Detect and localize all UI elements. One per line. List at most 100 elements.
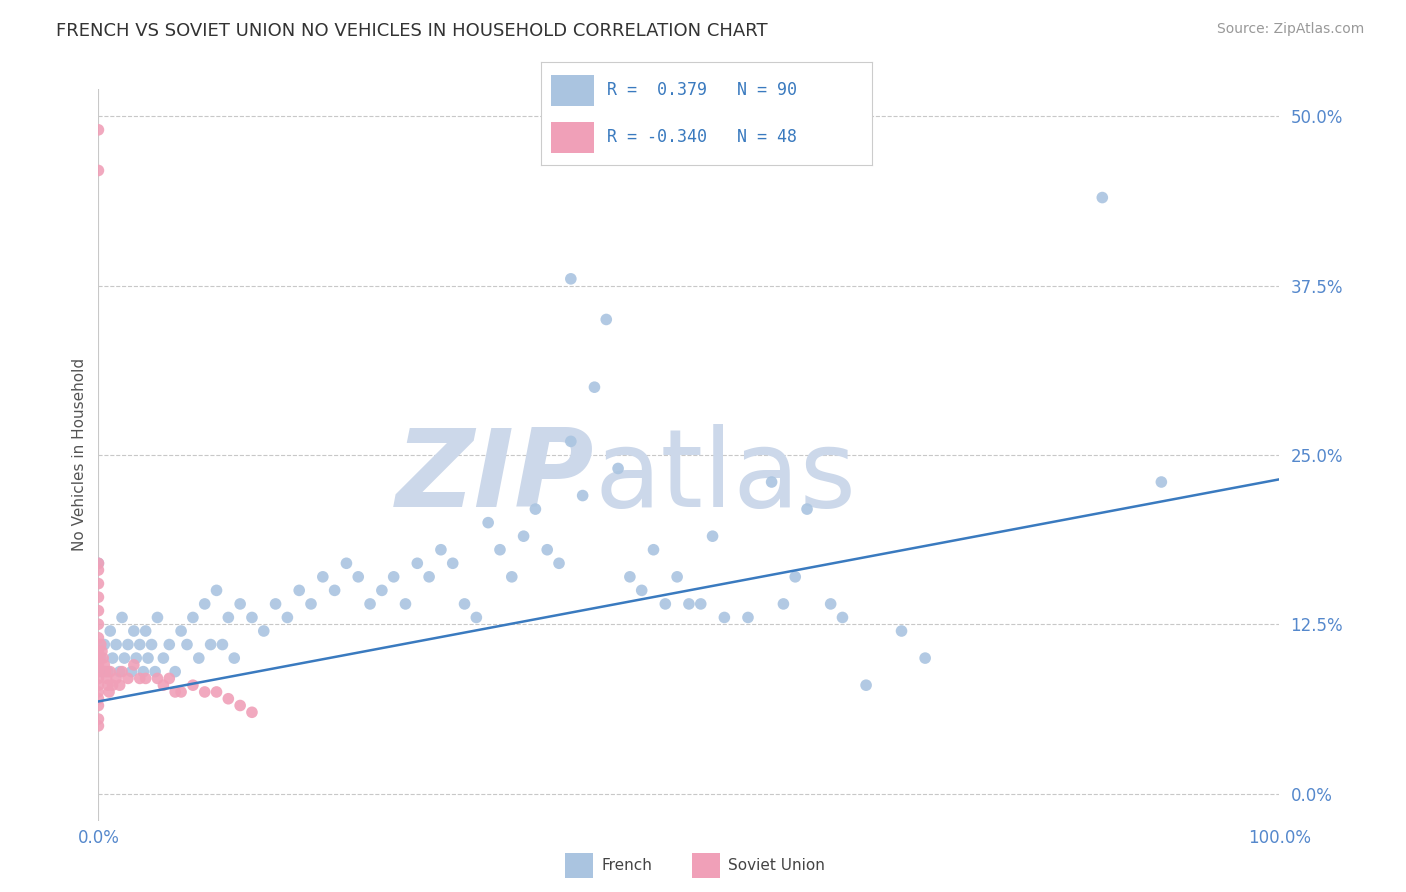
Point [489, 542, 512, 557]
Text: French: French [602, 858, 652, 872]
Point [87, 698, 110, 713]
Point [477, 516, 499, 530]
Point [335, 556, 357, 570]
Point [737, 610, 759, 624]
Point [583, 380, 606, 394]
Text: FRENCH VS SOVIET UNION NO VEHICLES IN HOUSEHOLD CORRELATION CHART: FRENCH VS SOVIET UNION NO VEHICLES IN HO… [56, 22, 768, 40]
Point [90, 651, 112, 665]
Point [87, 556, 110, 570]
Y-axis label: No Vehicles in Household: No Vehicles in Household [72, 359, 87, 551]
Text: Soviet Union: Soviet Union [728, 858, 825, 872]
Point [128, 672, 150, 686]
Point [441, 556, 464, 570]
Point [772, 597, 794, 611]
Point [135, 624, 157, 638]
Point [105, 672, 128, 686]
Point [418, 570, 440, 584]
Point [122, 624, 145, 638]
Point [105, 638, 128, 652]
Bar [692, 853, 720, 878]
Point [97, 665, 120, 679]
Point [276, 610, 298, 624]
Point [595, 312, 617, 326]
Point [430, 542, 453, 557]
Point [382, 570, 405, 584]
Point [890, 624, 912, 638]
Point [152, 678, 174, 692]
Point [96, 672, 118, 686]
Point [560, 272, 582, 286]
Point [97, 678, 120, 692]
Text: Source: ZipAtlas.com: Source: ZipAtlas.com [1216, 22, 1364, 37]
Point [820, 597, 842, 611]
Point [229, 698, 252, 713]
Text: R = -0.340   N = 48: R = -0.340 N = 48 [607, 128, 797, 146]
Point [132, 665, 155, 679]
Point [914, 651, 936, 665]
Point [87, 590, 110, 604]
Point [205, 685, 228, 699]
Point [406, 556, 429, 570]
Point [713, 610, 735, 624]
Point [288, 583, 311, 598]
Point [108, 678, 131, 692]
Point [87, 719, 110, 733]
Point [108, 665, 131, 679]
Point [524, 502, 547, 516]
Point [143, 665, 166, 679]
Point [170, 685, 193, 699]
Point [299, 597, 322, 611]
Bar [551, 122, 595, 153]
Point [87, 685, 110, 699]
Text: atlas: atlas [595, 424, 856, 530]
Point [98, 665, 121, 679]
Point [224, 651, 246, 665]
Point [136, 651, 159, 665]
Point [101, 651, 124, 665]
Point [264, 597, 287, 611]
Point [101, 678, 124, 692]
Point [855, 678, 877, 692]
Point [135, 672, 157, 686]
Point [87, 576, 110, 591]
Point [111, 665, 134, 679]
Point [91, 665, 114, 679]
Point [122, 657, 145, 672]
Text: ZIP: ZIP [396, 424, 595, 530]
Point [87, 617, 110, 632]
Point [98, 685, 121, 699]
Point [347, 570, 370, 584]
Point [87, 657, 110, 672]
Point [87, 672, 110, 686]
Point [785, 570, 807, 584]
Point [181, 678, 204, 692]
Point [536, 542, 558, 557]
Point [630, 583, 652, 598]
Point [217, 691, 239, 706]
Point [94, 665, 117, 679]
Point [512, 529, 534, 543]
Point [607, 461, 630, 475]
Point [165, 685, 187, 699]
Point [678, 597, 700, 611]
Point [87, 556, 110, 570]
Point [240, 706, 263, 720]
Point [359, 597, 381, 611]
Point [323, 583, 346, 598]
Point [87, 691, 110, 706]
Point [643, 542, 665, 557]
Point [87, 712, 110, 726]
Point [1150, 475, 1173, 489]
Point [93, 638, 115, 652]
Point [87, 631, 110, 645]
Point [165, 665, 187, 679]
Point [240, 610, 263, 624]
Point [560, 434, 582, 449]
Point [146, 610, 169, 624]
Point [157, 638, 180, 652]
Point [87, 665, 110, 679]
Point [121, 665, 143, 679]
Point [571, 489, 593, 503]
Text: R =  0.379   N = 90: R = 0.379 N = 90 [607, 81, 797, 99]
Point [371, 583, 394, 598]
